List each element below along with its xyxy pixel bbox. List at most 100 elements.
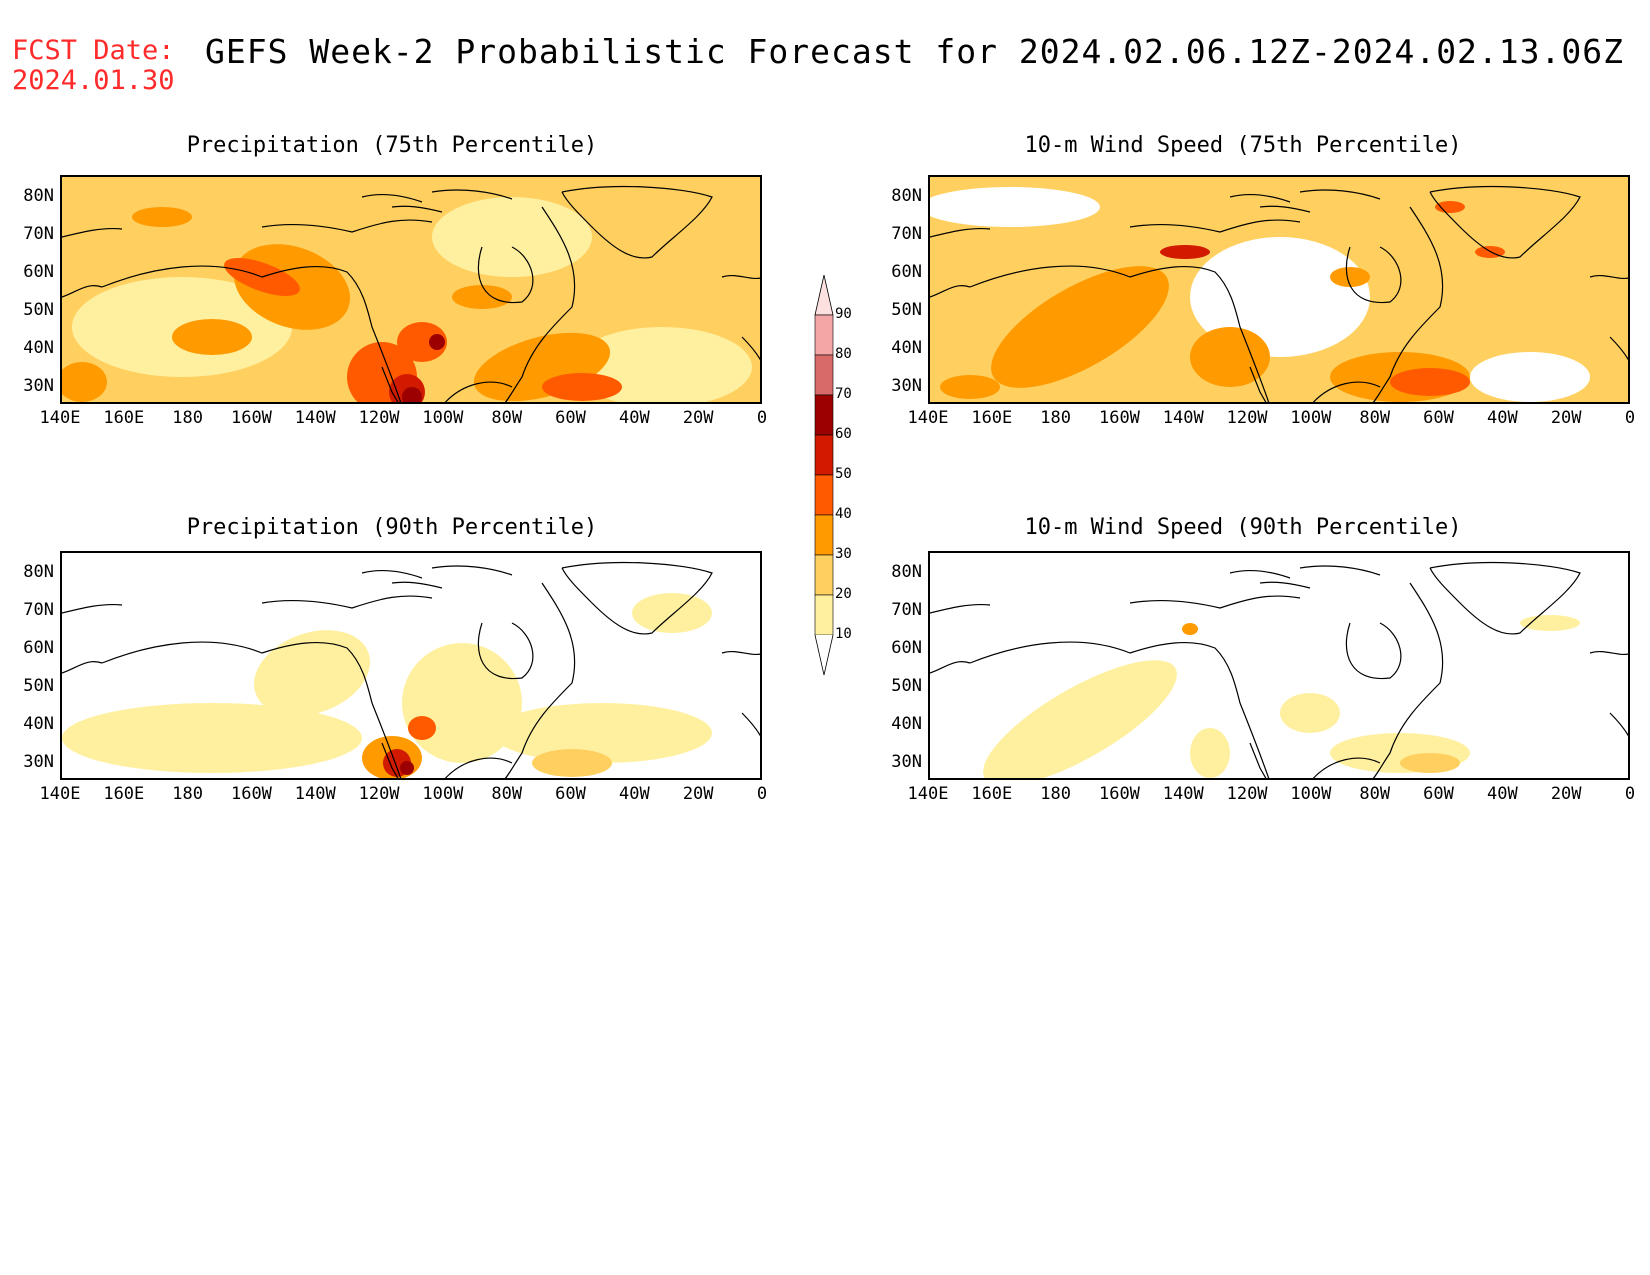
colorbar-segment — [814, 394, 834, 436]
lon-tick-label: 60W — [555, 408, 586, 428]
lat-tick-label: 30N — [891, 752, 922, 772]
colorbar-level-label: 80 — [835, 346, 852, 362]
lon-tick-label: 160E — [971, 784, 1013, 804]
coastline — [1249, 366, 1267, 402]
lon-tick-label: 0 — [756, 408, 768, 428]
lat-tick-label: 80N — [891, 186, 922, 206]
lon-tick-label: 80W — [491, 784, 523, 804]
shaded-region — [1190, 237, 1370, 357]
lon-tick-label: 80W — [491, 408, 523, 428]
lat-tick-label: 50N — [23, 300, 54, 320]
colorbar-level-label: 50 — [835, 466, 852, 482]
forecast-date-label: FCST Date: 2024.01.30 — [12, 36, 175, 96]
colorbar-level-label: 90 — [835, 306, 852, 322]
coastline — [1589, 650, 1628, 737]
coastline — [444, 757, 513, 778]
shaded-region — [452, 285, 512, 309]
lon-tick-label: 120W — [358, 408, 400, 428]
shaded-region — [632, 593, 712, 633]
coastline — [969, 265, 1270, 402]
colorbar-level-label: 10 — [835, 626, 852, 642]
shaded-region — [62, 703, 362, 773]
map-wind-75 — [928, 175, 1630, 404]
coastline — [261, 595, 433, 609]
shaded-region — [1390, 368, 1470, 396]
lon-tick-label: 120W — [358, 784, 400, 804]
lon-tick-label: 20W — [682, 408, 714, 428]
coastline — [1312, 757, 1381, 778]
lat-tick-label: 60N — [891, 638, 922, 658]
coastline — [1249, 742, 1267, 778]
shaded-region — [532, 749, 612, 777]
lon-tick-label: 100W — [422, 408, 464, 428]
map-precip-75 — [60, 175, 762, 404]
lat-tick-label: 40N — [891, 714, 922, 734]
lat-tick-label: 70N — [891, 600, 922, 620]
colorbar-segment — [814, 354, 834, 396]
lon-tick-label: 100W — [1290, 784, 1332, 804]
coastline — [930, 227, 991, 298]
coastline — [504, 206, 576, 402]
lon-tick-label: 80W — [1359, 784, 1391, 804]
lon-tick-label: 140E — [39, 784, 81, 804]
shaded-region — [1470, 352, 1590, 402]
lat-tick-label: 60N — [23, 262, 54, 282]
shaded-region — [542, 373, 622, 401]
colorbar-segment — [814, 514, 834, 556]
lon-tick-label: 20W — [682, 784, 714, 804]
lon-tick-label: 40W — [1487, 408, 1518, 428]
coastline — [561, 561, 713, 635]
map-canvas — [930, 553, 1628, 778]
panel-title-precip-90: Precipitation (90th Percentile) — [186, 515, 598, 540]
shaded-region — [253, 630, 371, 716]
shaded-region — [402, 387, 422, 402]
lon-tick-label: 120W — [1226, 408, 1268, 428]
coastline — [361, 565, 513, 589]
lat-tick-label: 30N — [23, 376, 54, 396]
colorbar-segment — [814, 554, 834, 596]
lat-tick-label: 50N — [891, 676, 922, 696]
lat-tick-label: 50N — [23, 676, 54, 696]
coastline — [721, 274, 760, 361]
coastline — [1229, 189, 1381, 213]
fcst-date: 2024.01.30 — [12, 65, 175, 96]
lon-tick-label: 160W — [1098, 408, 1140, 428]
lon-tick-label: 140W — [1162, 408, 1204, 428]
coastline — [477, 246, 534, 304]
lon-tick-label: 140W — [294, 784, 336, 804]
lon-tick-label: 140W — [294, 408, 336, 428]
map-precip-90 — [60, 551, 762, 780]
shaded-region — [1280, 693, 1340, 733]
shaded-region — [1330, 267, 1370, 287]
lon-tick-label: 180 — [172, 408, 203, 428]
shaded-region — [492, 703, 712, 763]
shaded-region — [408, 716, 436, 740]
lon-tick-label: 160E — [971, 408, 1013, 428]
page-title: GEFS Week-2 Probabilistic Forecast for 2… — [205, 32, 1625, 71]
coastline — [1429, 561, 1581, 635]
map-wind-90 — [928, 551, 1630, 780]
lon-tick-label: 60W — [1423, 408, 1454, 428]
lon-tick-label: 100W — [1290, 408, 1332, 428]
coastline — [1129, 595, 1301, 609]
colorbar-segment — [814, 594, 834, 636]
coastline — [261, 219, 433, 233]
lon-tick-label: 40W — [1487, 784, 1518, 804]
lat-tick-label: 70N — [891, 224, 922, 244]
shaded-region — [940, 375, 1000, 399]
coastline — [444, 381, 513, 402]
lon-tick-label: 60W — [555, 784, 586, 804]
coastline — [477, 622, 534, 680]
lon-tick-label: 20W — [1550, 408, 1582, 428]
shaded-region — [1190, 728, 1230, 778]
lon-tick-label: 0 — [756, 784, 768, 804]
shaded-region — [1190, 327, 1270, 387]
lat-tick-label: 40N — [23, 338, 54, 358]
lon-tick-label: 20W — [1550, 784, 1582, 804]
colorbar-level-label: 30 — [835, 546, 852, 562]
coastline — [1129, 219, 1301, 233]
shaded-region — [991, 266, 1169, 388]
coastline — [1345, 622, 1402, 680]
coastline — [381, 742, 399, 778]
coastline — [1429, 185, 1581, 259]
